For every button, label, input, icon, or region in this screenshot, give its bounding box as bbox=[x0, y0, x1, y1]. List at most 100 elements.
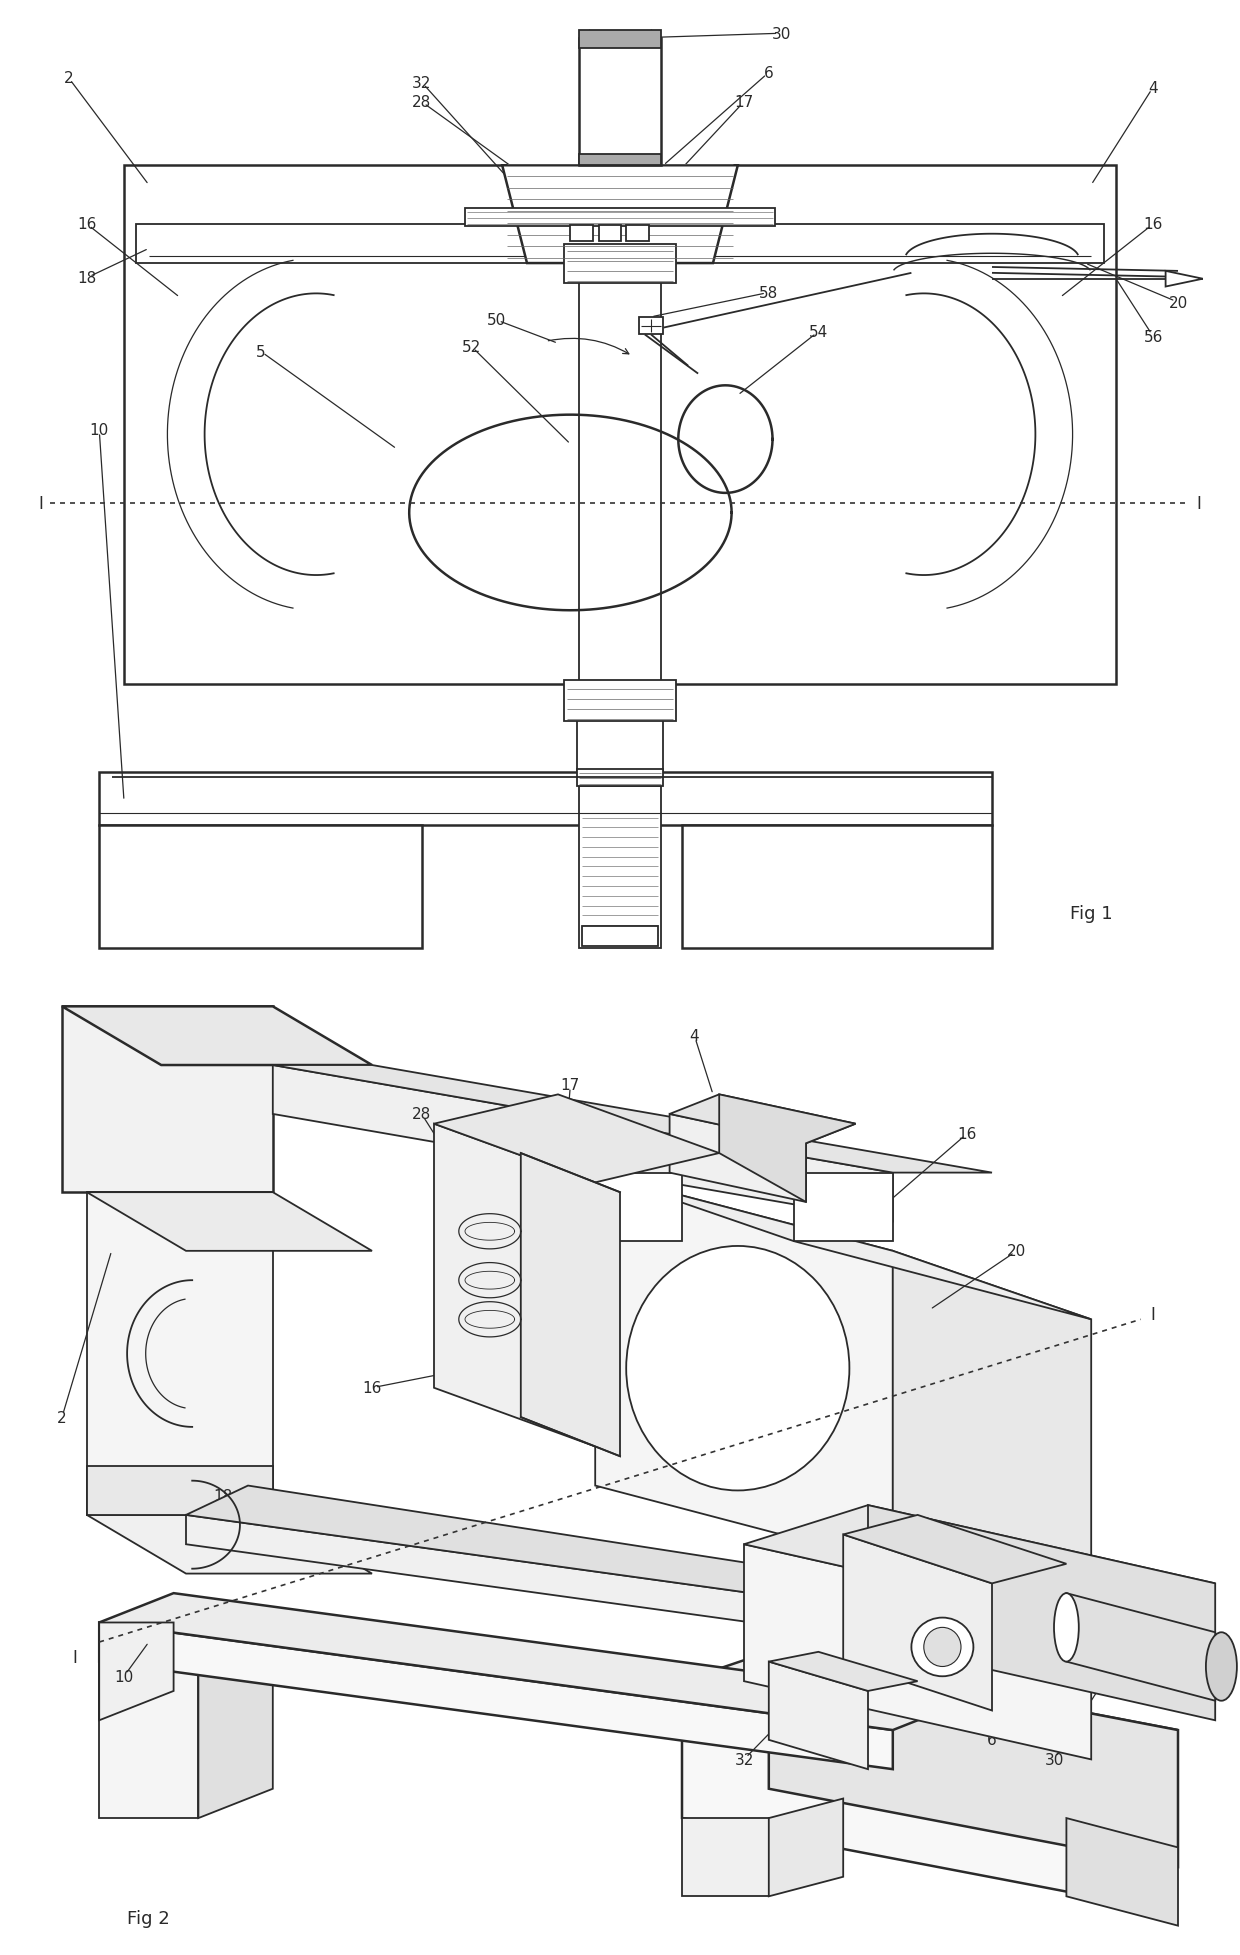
Text: I: I bbox=[1151, 1306, 1156, 1324]
Polygon shape bbox=[682, 1652, 1178, 1760]
Text: 6: 6 bbox=[987, 1732, 997, 1748]
Bar bbox=[564, 244, 676, 283]
Text: 2: 2 bbox=[57, 1410, 67, 1425]
Text: 5: 5 bbox=[255, 344, 265, 360]
Polygon shape bbox=[521, 1153, 620, 1456]
Bar bbox=[465, 209, 775, 227]
Text: 28: 28 bbox=[412, 1107, 432, 1122]
Text: 16: 16 bbox=[957, 1126, 977, 1142]
Polygon shape bbox=[744, 1505, 1215, 1623]
Text: 32: 32 bbox=[412, 76, 432, 90]
Text: 16: 16 bbox=[1143, 217, 1163, 233]
Polygon shape bbox=[273, 1065, 893, 1222]
Bar bbox=[124, 166, 1116, 684]
Text: 6: 6 bbox=[764, 66, 774, 80]
Bar bbox=[579, 39, 661, 166]
Polygon shape bbox=[682, 1681, 1091, 1896]
Text: 54: 54 bbox=[808, 325, 828, 340]
Polygon shape bbox=[595, 1173, 893, 1564]
Polygon shape bbox=[99, 1593, 967, 1730]
Text: 16: 16 bbox=[77, 217, 97, 233]
Text: 18: 18 bbox=[77, 272, 97, 285]
Text: I: I bbox=[1197, 495, 1202, 512]
Polygon shape bbox=[595, 1173, 682, 1241]
Text: 52: 52 bbox=[461, 340, 481, 354]
Polygon shape bbox=[273, 1065, 992, 1173]
Polygon shape bbox=[99, 1623, 174, 1720]
Text: 2: 2 bbox=[63, 70, 73, 86]
Polygon shape bbox=[87, 1193, 273, 1515]
Polygon shape bbox=[769, 1799, 843, 1896]
Bar bbox=[579, 31, 661, 49]
Polygon shape bbox=[62, 1007, 372, 1065]
Text: 18: 18 bbox=[213, 1488, 233, 1503]
Text: 4: 4 bbox=[1148, 80, 1158, 96]
Polygon shape bbox=[769, 1662, 868, 1769]
Bar bbox=[599, 227, 621, 242]
Text: 30: 30 bbox=[1044, 1752, 1064, 1767]
Bar bbox=[626, 227, 649, 242]
Polygon shape bbox=[434, 1095, 719, 1183]
Text: I: I bbox=[38, 495, 43, 512]
Text: Fig 1: Fig 1 bbox=[1070, 905, 1112, 923]
Polygon shape bbox=[1166, 272, 1203, 287]
Polygon shape bbox=[843, 1515, 1066, 1584]
Bar bbox=[579, 154, 661, 166]
Polygon shape bbox=[186, 1486, 942, 1613]
Bar bbox=[577, 719, 663, 772]
Text: 28: 28 bbox=[412, 96, 432, 109]
Polygon shape bbox=[502, 166, 738, 264]
Bar bbox=[579, 254, 661, 684]
Polygon shape bbox=[99, 1632, 273, 1662]
Text: 4: 4 bbox=[689, 1028, 699, 1044]
Polygon shape bbox=[595, 1173, 1091, 1320]
Text: 32: 32 bbox=[734, 1752, 754, 1767]
Bar bbox=[577, 770, 663, 788]
Polygon shape bbox=[769, 1652, 1178, 1867]
Text: 17: 17 bbox=[734, 96, 754, 109]
Ellipse shape bbox=[626, 1247, 849, 1490]
Polygon shape bbox=[670, 1114, 806, 1202]
Polygon shape bbox=[744, 1544, 1091, 1760]
Polygon shape bbox=[794, 1173, 893, 1241]
Polygon shape bbox=[198, 1632, 273, 1818]
Polygon shape bbox=[1066, 1593, 1215, 1701]
Bar bbox=[579, 788, 661, 948]
Ellipse shape bbox=[1205, 1632, 1238, 1701]
Polygon shape bbox=[434, 1124, 595, 1447]
Bar bbox=[682, 825, 992, 948]
Text: I: I bbox=[72, 1648, 77, 1666]
Polygon shape bbox=[670, 1095, 856, 1144]
Polygon shape bbox=[893, 1251, 1091, 1632]
Bar bbox=[99, 825, 422, 948]
Ellipse shape bbox=[911, 1619, 973, 1675]
Text: 17: 17 bbox=[560, 1077, 580, 1093]
Ellipse shape bbox=[924, 1627, 961, 1666]
Text: 16: 16 bbox=[362, 1380, 382, 1396]
Text: 10: 10 bbox=[114, 1670, 134, 1683]
Text: 50: 50 bbox=[486, 313, 506, 328]
Polygon shape bbox=[186, 1515, 893, 1642]
Polygon shape bbox=[87, 1515, 372, 1574]
Polygon shape bbox=[99, 1623, 893, 1769]
Polygon shape bbox=[87, 1466, 273, 1515]
Polygon shape bbox=[769, 1652, 918, 1691]
Text: 10: 10 bbox=[89, 422, 109, 438]
Text: 20: 20 bbox=[1007, 1243, 1027, 1259]
Polygon shape bbox=[87, 1193, 372, 1251]
Bar bbox=[99, 772, 992, 825]
Text: Fig 2: Fig 2 bbox=[128, 1908, 170, 1928]
Text: 58: 58 bbox=[759, 285, 779, 301]
Polygon shape bbox=[1066, 1818, 1178, 1926]
Text: 56: 56 bbox=[1143, 330, 1163, 344]
Bar bbox=[136, 225, 1104, 264]
Bar bbox=[582, 927, 658, 946]
Polygon shape bbox=[682, 1818, 769, 1896]
Polygon shape bbox=[868, 1505, 1215, 1720]
Text: 30: 30 bbox=[771, 27, 791, 41]
Text: 20: 20 bbox=[1168, 295, 1188, 311]
Polygon shape bbox=[99, 1662, 198, 1818]
Polygon shape bbox=[719, 1095, 856, 1202]
Ellipse shape bbox=[1054, 1593, 1079, 1662]
Polygon shape bbox=[843, 1535, 992, 1711]
